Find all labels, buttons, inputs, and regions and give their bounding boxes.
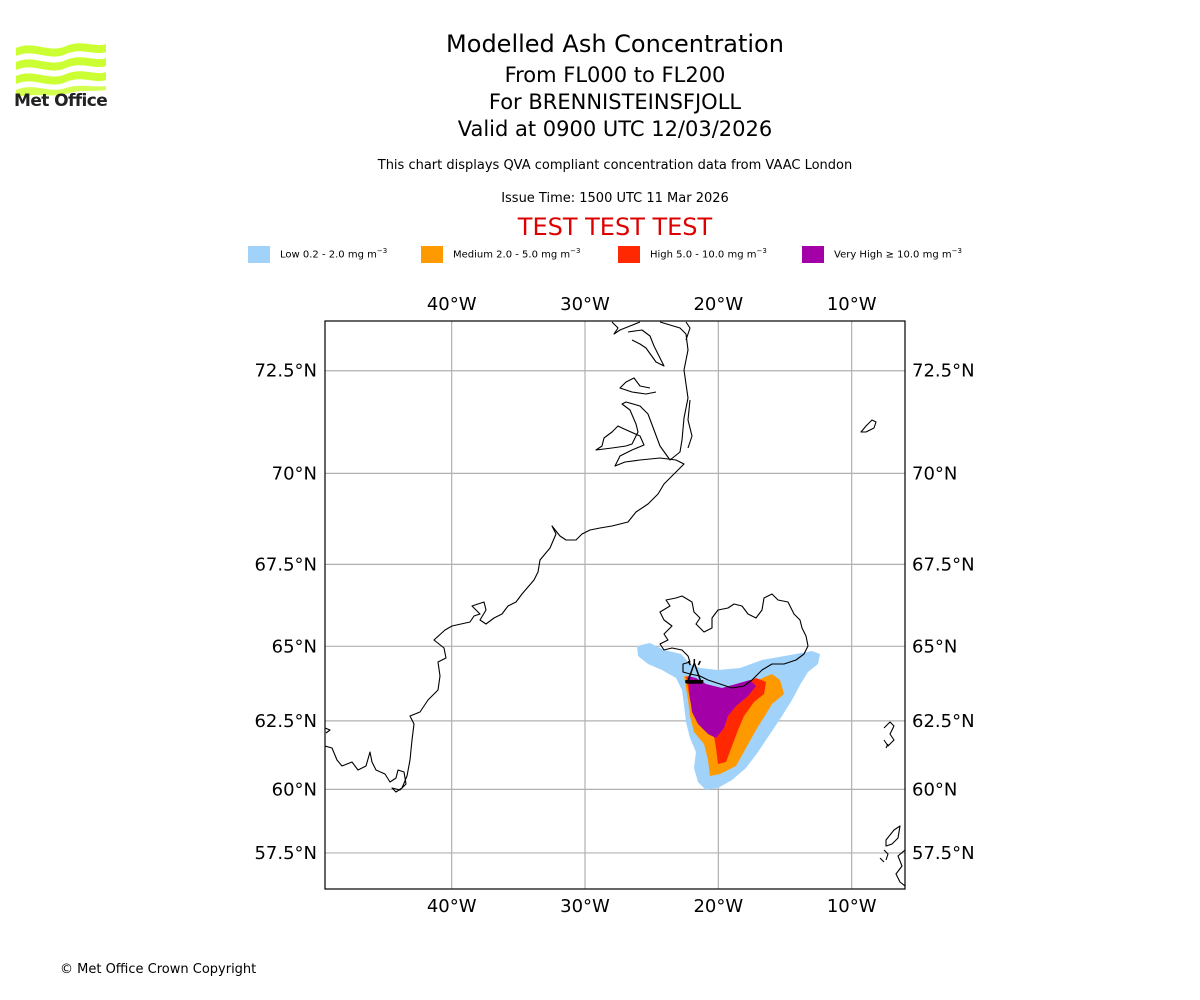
flight-level-range: From FL000 to FL200	[504, 63, 726, 87]
lat-tick-label-right: 67.5°N	[912, 554, 975, 575]
faroe-islands-coast	[883, 721, 895, 749]
volcano-name: For BRENNISTEINSFJOLL	[488, 90, 742, 114]
volcano-marker-icon	[685, 659, 704, 684]
legend-label-high: High 5.0 - 10.0 mg m−3	[650, 247, 767, 261]
valid-time: Valid at 0900 UTC 12/03/2026	[457, 117, 773, 141]
volcano-symbol	[686, 659, 703, 684]
lat-tick-label-left: 62.5°N	[254, 711, 317, 732]
scotland-coast	[879, 825, 905, 887]
lon-tick-label-bottom: 30°W	[560, 896, 610, 917]
axis-tick-labels: 40°W 40°W 30°W 30°W 20°W 20°W 10°W 10°W 72.5°N 72…	[254, 294, 974, 917]
greenland-east-coast	[325, 321, 693, 793]
lat-tick-label-right: 70°N	[912, 463, 957, 484]
test-banner: TEST TEST TEST	[517, 213, 713, 241]
coastlines	[325, 321, 905, 887]
lon-tick-label-top: 20°W	[693, 294, 743, 315]
legend-item-high: High 5.0 - 10.0 mg m−3	[618, 244, 767, 264]
lat-tick-label-left: 60°N	[272, 779, 317, 800]
legend-item-medium: Medium 2.0 - 5.0 mg m−3	[421, 244, 580, 264]
lon-tick-label-bottom: 40°W	[427, 896, 477, 917]
legend-item-very-high: Very High ≥ 10.0 mg m−3	[802, 244, 962, 264]
lat-tick-label-left: 57.5°N	[254, 843, 317, 864]
legend-item-low: Low 0.2 - 2.0 mg m−3	[248, 244, 387, 264]
chart-description: This chart displays QVA compliant concen…	[377, 158, 853, 173]
lon-tick-label-bottom: 20°W	[693, 896, 743, 917]
met-office-logo-icon	[16, 43, 106, 98]
lat-tick-label-left: 70°N	[272, 463, 317, 484]
lat-tick-label-right: 60°N	[912, 779, 957, 800]
map-frame	[324, 320, 906, 890]
copyright-notice: © Met Office Crown Copyright	[60, 962, 257, 977]
lat-tick-label-right: 72.5°N	[912, 361, 975, 382]
issue-time: Issue Time: 1500 UTC 11 Mar 2026	[501, 191, 729, 206]
volcano-base	[685, 680, 704, 684]
ash-plume	[637, 643, 820, 790]
legend-swatch-low	[248, 245, 270, 263]
map-gridlines	[325, 321, 905, 889]
legend-label-low: Low 0.2 - 2.0 mg m−3	[280, 247, 388, 261]
legend-label-very-high: Very High ≥ 10.0 mg m−3	[834, 247, 962, 261]
lat-tick-label-left: 72.5°N	[254, 361, 317, 382]
met-office-logo-text: Met Office	[14, 91, 108, 111]
jan-mayen-coast	[860, 419, 877, 433]
lat-tick-label-right: 57.5°N	[912, 843, 975, 864]
lon-tick-label-top: 10°W	[827, 294, 877, 315]
legend-label-medium: Medium 2.0 - 5.0 mg m−3	[453, 247, 581, 261]
lon-tick-label-top: 30°W	[560, 294, 610, 315]
lon-tick-label-bottom: 10°W	[827, 896, 877, 917]
concentration-legend: Low 0.2 - 2.0 mg m−3 Medium 2.0 - 5.0 mg…	[0, 244, 1200, 264]
chart-title: Modelled Ash Concentration	[446, 30, 784, 58]
lat-tick-label-left: 65°N	[272, 636, 317, 657]
legend-swatch-very-high	[802, 245, 824, 263]
plume-very-high	[688, 676, 756, 738]
lat-tick-label-left: 67.5°N	[254, 554, 317, 575]
lat-tick-label-right: 62.5°N	[912, 711, 975, 732]
lat-tick-label-right: 65°N	[912, 636, 957, 657]
legend-swatch-medium	[421, 245, 443, 263]
legend-swatch-high	[618, 245, 640, 263]
iceland-coast	[659, 593, 809, 689]
lon-tick-label-top: 40°W	[427, 294, 477, 315]
